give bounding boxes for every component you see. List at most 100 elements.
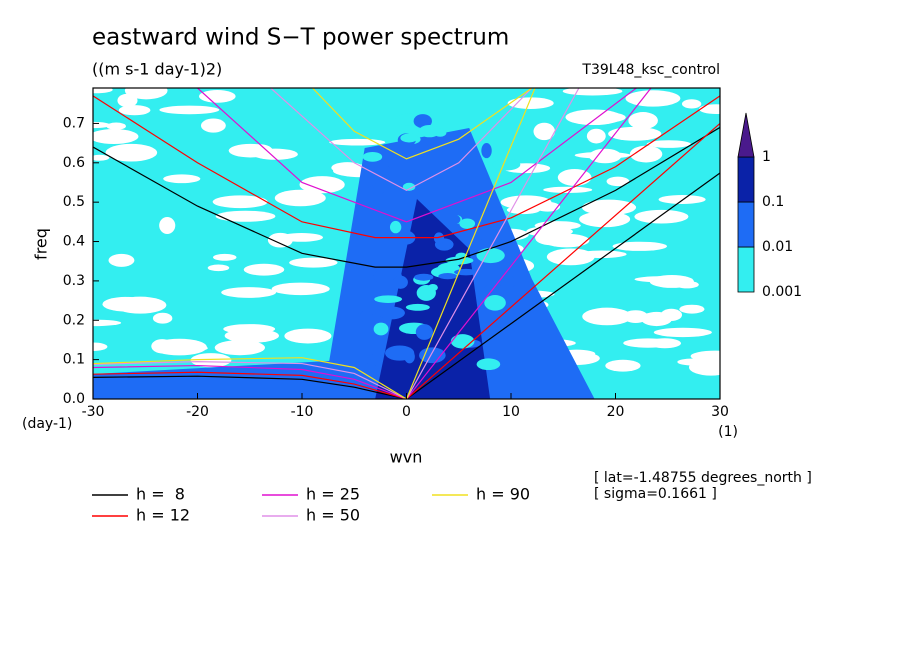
legend-label: h = 90: [476, 485, 530, 504]
note: [ lat=-1.48755 degrees_north ]: [594, 470, 812, 486]
field-gap: [198, 90, 236, 103]
legend-label: h = 50: [306, 506, 360, 525]
colorbar-band: [737, 201, 755, 248]
dispersion-curve: [93, 364, 407, 399]
field-gap: [215, 210, 276, 222]
field-gap: [581, 199, 637, 216]
field-patch: [415, 324, 433, 340]
field-gap: [93, 342, 108, 351]
y-tick-label: 0.1: [63, 352, 85, 368]
note: [ sigma=0.1661 ]: [594, 486, 717, 502]
field-gap: [623, 338, 673, 348]
field-patch: [378, 306, 405, 320]
y-tick-label: 0.4: [63, 234, 85, 250]
field-gap: [533, 122, 556, 141]
field-gap: [271, 282, 330, 296]
field-gap: [169, 344, 208, 352]
field-gap: [212, 253, 237, 261]
contour-field: [93, 88, 720, 399]
field-gap: [653, 327, 712, 338]
dispersion-curve: [406, 172, 720, 399]
field-gap: [163, 174, 201, 184]
field-patch: [402, 182, 416, 191]
field-gap: [658, 194, 706, 204]
field-gap: [579, 211, 631, 228]
field-gap: [577, 250, 627, 259]
field-patch: [405, 303, 430, 311]
dispersion-curve: [93, 361, 407, 399]
field-patch: [419, 347, 446, 364]
legend-label: h = 25: [306, 485, 360, 504]
field-gap: [284, 328, 332, 344]
dispersion-curves: [93, 88, 720, 399]
field-gap: [228, 143, 272, 158]
dispersion-curve: [405, 88, 536, 399]
field-patch: [450, 334, 475, 349]
field-gap: [331, 162, 364, 174]
dispersion-curve: [270, 88, 533, 192]
colorbar-band: [737, 156, 755, 203]
x-tick-label: 30: [711, 404, 729, 420]
field-patch: [459, 218, 476, 229]
field-patch: [373, 322, 389, 336]
field-gap: [117, 93, 138, 108]
field-patch: [481, 143, 492, 159]
field-gap: [299, 176, 345, 194]
field-patch: [359, 310, 373, 323]
field-patch: [433, 232, 445, 244]
field-patch: [353, 300, 381, 316]
field-gap: [221, 287, 277, 298]
field-gap: [243, 263, 285, 276]
field-gap: [151, 339, 174, 354]
field-gap: [114, 296, 167, 314]
field-gap: [159, 217, 176, 234]
y-tick-label: 0.6: [63, 155, 85, 171]
field-patch: [442, 213, 461, 226]
field-gap: [289, 257, 338, 268]
field-gap: [641, 311, 673, 327]
dispersion-curve: [93, 371, 407, 399]
field-patch: [385, 345, 415, 361]
field-gap: [574, 151, 631, 159]
x-tick-label: -20: [186, 404, 209, 420]
field-gap: [634, 276, 693, 283]
field-gap: [267, 232, 293, 248]
dispersion-curve: [405, 88, 580, 399]
field-gap: [190, 353, 232, 368]
colorbar-label: 1: [762, 149, 771, 165]
field-patch: [374, 295, 403, 303]
field-gap: [329, 138, 386, 146]
field-patch: [362, 151, 383, 162]
field-gap: [93, 129, 139, 145]
dispersion-curve: [406, 88, 652, 399]
x-units: (1): [718, 424, 738, 440]
field-patch: [437, 262, 460, 275]
y-tick-label: 0.7: [63, 115, 85, 131]
field-patch: [442, 161, 465, 175]
colorbar-label: 0.1: [762, 194, 784, 210]
field-gap: [612, 241, 667, 251]
field-patch: [418, 142, 430, 152]
field-patch: [427, 284, 438, 292]
field-patch: [476, 358, 501, 371]
field-gap: [675, 280, 699, 289]
field-patch: [389, 220, 402, 234]
field-gap: [557, 168, 592, 186]
field-gap: [625, 90, 681, 107]
field-gap: [605, 359, 641, 372]
field-patch: [476, 247, 505, 264]
field-gap: [93, 154, 110, 161]
y-tick-label: 0.5: [63, 194, 85, 210]
colorbar-arrow: [737, 112, 755, 158]
field-patch: [364, 363, 377, 373]
run-label: T39L48_ksc_control: [581, 62, 720, 78]
field-patch: [484, 294, 506, 311]
field-patch: [492, 158, 521, 171]
field-gap: [207, 264, 230, 272]
field-gap: [679, 304, 705, 314]
field-gap: [212, 195, 268, 209]
field-gap: [629, 145, 663, 163]
field-patch: [400, 133, 418, 143]
field-gap: [200, 118, 226, 133]
field-gap: [681, 99, 702, 109]
